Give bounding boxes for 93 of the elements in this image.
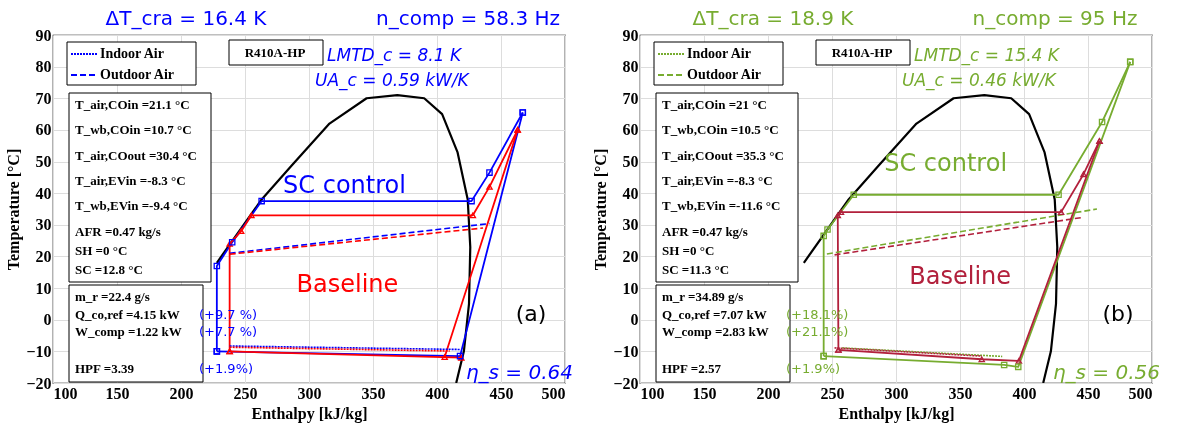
x-axis-title: Enthalpy [kJ/kg] [838, 404, 955, 423]
x-tick-label: 500 [541, 384, 566, 402]
x-tick-label: 200 [756, 384, 781, 402]
annotation: η_s = 0.64 [465, 360, 573, 384]
y-tick-label: 60 [622, 121, 639, 139]
annotation: T_air,COout =30.4 °C [75, 148, 197, 163]
legend-label: Indoor Air [687, 46, 751, 61]
y-tick-label: 20 [622, 247, 639, 265]
annotation: R410A-HP [831, 45, 893, 60]
annotation: R410A-HP [244, 45, 306, 60]
y-tick-label: 40 [622, 184, 639, 202]
y-tick-label: −10 [613, 342, 639, 360]
annotation: Q_co,ref =7.07 kW [662, 307, 767, 322]
annotation: W_comp =1.22 kW [75, 324, 182, 339]
y-tick-label: 50 [35, 153, 52, 171]
annotation: T_wb,COin =10.5 °C [662, 122, 779, 137]
x-tick-label: 400 [425, 384, 450, 402]
annotation: SH =0 °C [662, 243, 715, 258]
x-tick-label: 150 [692, 384, 717, 402]
annotation: SH =0 °C [75, 243, 128, 258]
y-tick-label: 70 [35, 89, 52, 107]
y-tick-label: 70 [622, 89, 639, 107]
x-tick-label: 300 [884, 384, 909, 402]
annotation: η_s = 0.56 [1052, 360, 1160, 384]
x-tick-label: 100 [53, 384, 78, 402]
x-tick-label: 400 [1012, 384, 1037, 402]
y-tick-label: 10 [622, 279, 639, 297]
y-tick-label: 30 [35, 216, 52, 234]
x-tick-label: 500 [1128, 384, 1153, 402]
y-tick-label: 20 [35, 247, 52, 265]
y-tick-label: −20 [26, 374, 52, 392]
x-tick-label: 350 [948, 384, 973, 402]
chart-subtitle: n_comp = 95 Hz [972, 6, 1138, 30]
y-tick-label: 10 [35, 279, 52, 297]
legend-label: Outdoor Air [687, 67, 762, 82]
x-tick-label: 150 [105, 384, 130, 402]
y-tick-label: 90 [35, 26, 52, 44]
series-label: SC control [884, 149, 1008, 178]
annotation: T_wb,COin =10.7 °C [75, 122, 192, 137]
legend-label: Indoor Air [100, 46, 164, 61]
y-tick-label: 50 [622, 153, 639, 171]
y-tick-label: 60 [35, 121, 52, 139]
y-tick-label: −10 [26, 342, 52, 360]
annotation: W_comp =2.83 kW [662, 324, 769, 339]
y-tick-label: 80 [622, 58, 639, 76]
annotation: (b) [1102, 301, 1134, 326]
x-tick-label: 250 [233, 384, 258, 402]
annotation: HPF =2.57 [662, 361, 722, 376]
annotation: LMTD_c = 15.4 K [914, 45, 1061, 66]
y-axis-title: Temperature [°C] [5, 148, 24, 271]
annotation: (a) [515, 301, 547, 326]
x-tick-label: 100 [640, 384, 665, 402]
annotation: LMTD_c = 8.1 K [327, 45, 463, 66]
legend-label: Outdoor Air [100, 67, 175, 82]
annotation: T_air,EVin =-8.3 °C [75, 173, 186, 188]
y-tick-label: 30 [622, 216, 639, 234]
y-tick-label: −20 [613, 374, 639, 392]
y-tick-label: 80 [35, 58, 52, 76]
annotation: AFR =0.47 kg/s [75, 224, 161, 239]
annotation: UA_c = 0.46 kW/K [902, 70, 1058, 91]
annotation: HPF =3.39 [75, 361, 135, 376]
annotation: AFR =0.47 kg/s [662, 224, 748, 239]
y-tick-label: 40 [35, 184, 52, 202]
chart-title: ΔT_cra = 18.9 K [692, 6, 855, 30]
series-label: SC control [283, 170, 406, 199]
annotation: Q_co,ref =4.15 kW [75, 307, 180, 322]
text: Baseline [296, 269, 399, 298]
annotation: (+1.9%) [199, 361, 254, 376]
x-tick-label: 450 [489, 384, 514, 402]
annotation: T_air,COout =35.3 °C [662, 148, 784, 163]
chart-subtitle: n_comp = 58.3 Hz [376, 6, 560, 30]
annotation: UA_c = 0.59 kW/K [315, 70, 471, 91]
y-tick-label: 90 [622, 26, 639, 44]
annotation: SC =11.3 °C [662, 262, 730, 277]
x-tick-label: 450 [1076, 384, 1101, 402]
annotation: T_wb,EVin =-11.6 °C [662, 198, 781, 213]
x-tick-label: 300 [297, 384, 322, 402]
annotation: m_r =22.4 g/s [75, 289, 150, 304]
x-tick-label: 200 [169, 384, 194, 402]
y-axis-title: Temperature [°C] [592, 148, 611, 271]
text: Baseline [909, 262, 1012, 291]
x-tick-label: 250 [820, 384, 845, 402]
annotation: SC =12.8 °C [75, 262, 143, 277]
annotation: T_air,EVin =-8.3 °C [662, 173, 773, 188]
annotation: m_r =34.89 g/s [662, 289, 744, 304]
chart-title: ΔT_cra = 16.4 K [105, 6, 268, 30]
y-tick-label: 0 [43, 311, 52, 329]
annotation: T_air,COin =21.1 °C [75, 97, 190, 112]
annotation: T_wb,EVin =-9.4 °C [75, 198, 188, 213]
annotation: T_air,COin =21 °C [662, 97, 767, 112]
y-tick-label: 0 [630, 311, 639, 329]
x-tick-label: 350 [361, 384, 386, 402]
x-axis-title: Enthalpy [kJ/kg] [251, 404, 368, 423]
